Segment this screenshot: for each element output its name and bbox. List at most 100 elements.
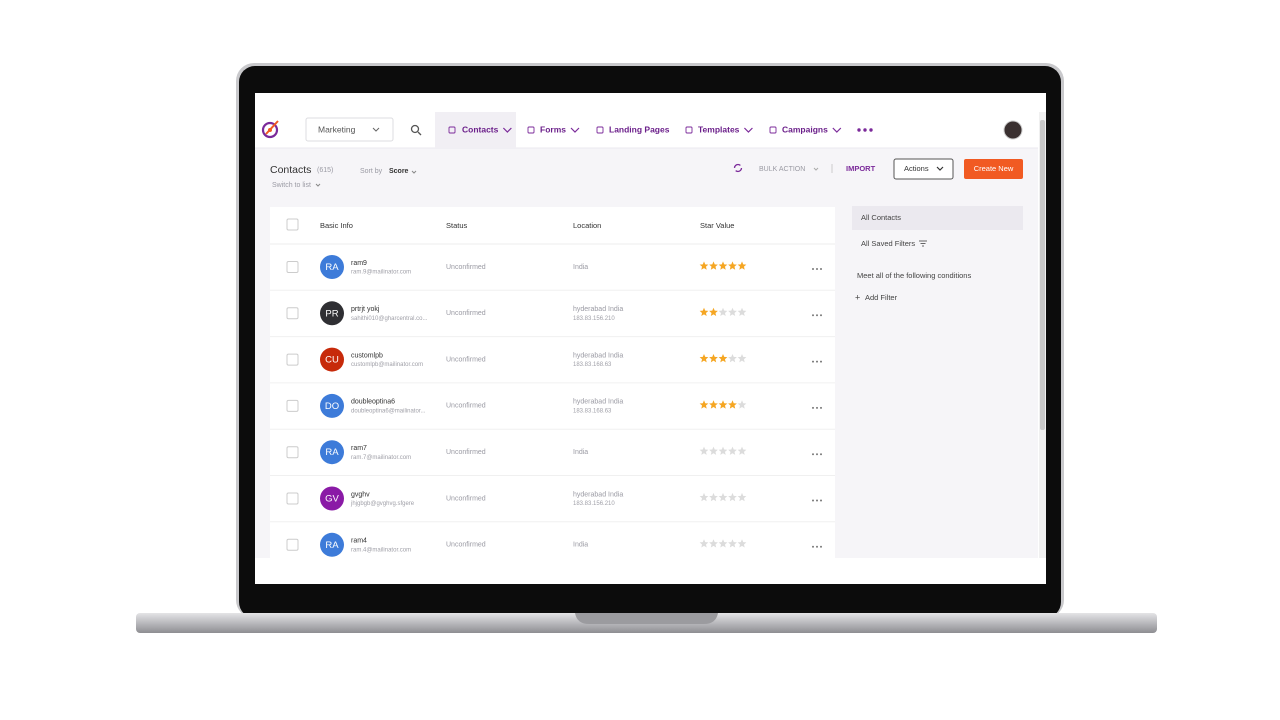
contact-avatar (320, 486, 344, 511)
scrollbar-thumb[interactable] (1040, 120, 1045, 430)
dot (816, 453, 818, 456)
contact-status: Unconfirmed (446, 310, 486, 317)
row-checkbox[interactable] (286, 307, 299, 320)
sort-value[interactable]: Score (389, 168, 409, 175)
logo[interactable] (261, 120, 279, 139)
nav-item[interactable]: Templates (698, 124, 740, 134)
search-icon[interactable] (410, 124, 422, 136)
nav-item[interactable]: Forms (540, 124, 566, 134)
dot (812, 314, 814, 317)
page-title: Contacts (270, 164, 311, 176)
contact-name[interactable]: doubleoptina6 (351, 399, 395, 406)
row-menu[interactable] (812, 453, 822, 456)
module-select[interactable] (305, 117, 394, 142)
actions-button[interactable] (893, 158, 954, 180)
chevron (372, 127, 380, 132)
switch-link[interactable]: Switch to list (272, 182, 311, 189)
avatar-initials: DO (325, 401, 339, 412)
dot (820, 499, 822, 502)
contact-name[interactable]: ram4 (351, 538, 367, 545)
star (699, 492, 709, 502)
chevron (570, 127, 580, 133)
star (718, 400, 728, 409)
contact-name[interactable]: gvghv (351, 491, 370, 498)
contact-row[interactable]: DO doubleoptina6 doubleoptina6@mailinator.… (270, 382, 835, 418)
dot (812, 453, 814, 456)
star-rating (699, 446, 747, 455)
dot (812, 406, 814, 409)
star (728, 400, 737, 409)
nav-item[interactable]: Campaigns (782, 124, 828, 134)
row-menu[interactable] (812, 545, 822, 548)
add-filter[interactable]: Add Filter (865, 293, 898, 302)
select-all-checkbox[interactable] (286, 218, 299, 231)
row-menu[interactable] (812, 360, 822, 363)
dot (816, 360, 818, 363)
avatar-initials: RA (325, 540, 339, 551)
chevron (936, 166, 944, 171)
contact-location: India (573, 449, 588, 456)
contact-name[interactable]: ram9 (351, 260, 367, 267)
contact-status: Unconfirmed (446, 403, 486, 410)
column-header: Basic Info (320, 221, 353, 230)
row-checkbox[interactable] (286, 261, 299, 273)
star (728, 307, 737, 317)
column-header: Star Value (700, 221, 734, 230)
create-new-label: Create New (974, 164, 1014, 173)
contact-row[interactable]: CU customlpb customlpb@mailinator.com Uncon… (270, 336, 835, 372)
user-avatar[interactable] (1003, 120, 1023, 140)
dot (816, 268, 818, 270)
nav-icon (596, 126, 604, 134)
star (737, 400, 747, 409)
row-checkbox[interactable] (286, 399, 299, 412)
star (728, 446, 737, 455)
dot (816, 406, 818, 409)
dot (820, 360, 822, 363)
row-menu[interactable] (812, 499, 822, 502)
star (709, 539, 718, 548)
contact-status: Unconfirmed (446, 264, 486, 271)
contact-name[interactable]: ram7 (351, 445, 367, 452)
more-menu[interactable] (857, 128, 873, 132)
nav-item[interactable]: Landing Pages (609, 124, 670, 134)
row-menu[interactable] (812, 406, 822, 409)
row-menu[interactable] (812, 268, 822, 270)
filter-all-contacts[interactable]: All Contacts (861, 213, 901, 222)
filter-saved[interactable]: All Saved Filters (861, 239, 915, 248)
import-button[interactable]: IMPORT (846, 164, 876, 173)
conditions-label: Meet all of the following conditions (857, 271, 971, 280)
star (728, 492, 737, 502)
contact-row[interactable]: PR prtrjt yokj sahithi010@gharcentral.co..… (270, 289, 835, 326)
contact-row[interactable]: RA ram9 ram.9@mailinator.com Unconfirmed Ind… (286, 255, 822, 279)
dot (812, 360, 814, 363)
column-header: Location (573, 221, 601, 230)
contact-row[interactable]: RA ram7 ram.7@mailinator.com Unconfirmed Ind… (270, 428, 835, 465)
row-checkbox[interactable] (286, 353, 299, 366)
star (718, 446, 728, 455)
row-checkbox[interactable] (286, 538, 299, 551)
refresh-icon[interactable] (733, 163, 743, 173)
contact-count: (615) (317, 167, 333, 174)
contact-ip: 183.83.156.210 (573, 501, 615, 507)
create-new-button[interactable] (964, 159, 1023, 179)
bulk-action[interactable]: BULK ACTION (759, 166, 805, 173)
contact-email: customlpb@mailinator.com (351, 362, 423, 368)
star-rating (699, 261, 747, 270)
row-menu[interactable] (812, 314, 822, 317)
row-checkbox[interactable] (286, 446, 299, 459)
plus-icon: + (855, 292, 860, 302)
star (699, 539, 709, 548)
nav-icon (527, 126, 535, 134)
contact-email: jhjgbgb@gvghvg.sfgere (350, 501, 415, 507)
dot (812, 499, 814, 502)
contact-email: doubleoptina6@mailinator... (351, 408, 426, 414)
dot (816, 314, 818, 317)
nav-item[interactable]: Contacts (462, 124, 499, 134)
contact-row[interactable]: RA ram4 ram.4@mailinator.com Unconfirmed Ind… (270, 521, 835, 557)
contact-row[interactable]: GV gvghv jhjgbgb@gvghvg.sfgere Unconfirmed h… (270, 475, 835, 511)
row-checkbox[interactable] (286, 492, 299, 505)
star-rating (699, 354, 747, 363)
contact-name[interactable]: prtrjt yokj (351, 306, 380, 313)
star (737, 261, 747, 270)
contact-name[interactable]: customlpb (351, 352, 383, 359)
